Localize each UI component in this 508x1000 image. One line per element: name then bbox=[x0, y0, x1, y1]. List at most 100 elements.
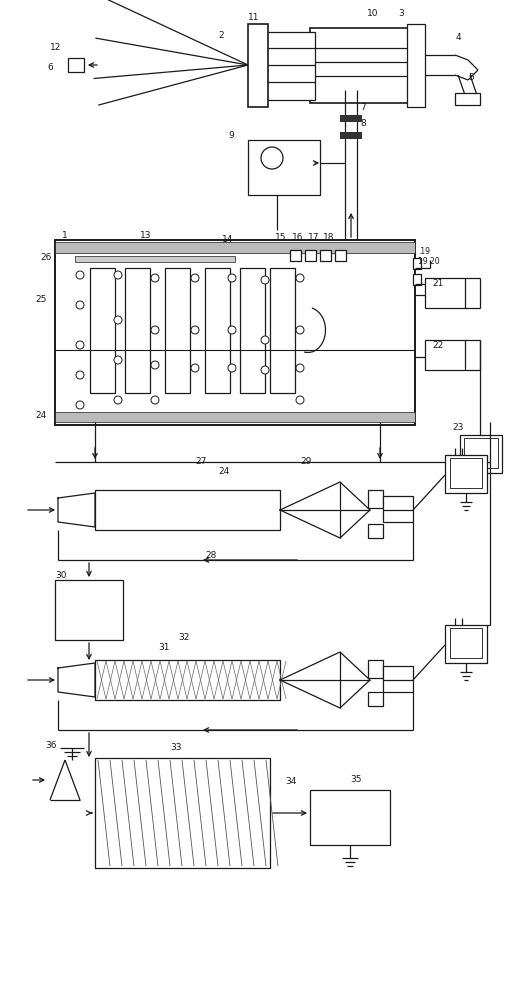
Bar bbox=[248, 24, 268, 107]
Bar bbox=[125, 268, 150, 393]
Text: 8: 8 bbox=[360, 119, 366, 128]
Circle shape bbox=[296, 274, 304, 282]
Text: .19: .19 bbox=[418, 247, 430, 256]
Bar bbox=[95, 490, 280, 530]
Text: 19 20: 19 20 bbox=[418, 257, 439, 266]
Bar bbox=[305, 250, 316, 261]
Circle shape bbox=[261, 276, 269, 284]
Text: 30: 30 bbox=[55, 570, 67, 580]
Bar bbox=[413, 274, 421, 285]
Polygon shape bbox=[280, 652, 370, 708]
Text: 36: 36 bbox=[45, 740, 56, 750]
Text: 17: 17 bbox=[308, 232, 320, 241]
Bar bbox=[368, 524, 383, 538]
Text: 3: 3 bbox=[398, 8, 404, 17]
Bar bbox=[270, 268, 295, 393]
Text: 27: 27 bbox=[195, 458, 206, 466]
Text: 32: 32 bbox=[178, 634, 189, 643]
Text: 18: 18 bbox=[323, 232, 334, 241]
Bar bbox=[265, 32, 315, 100]
Text: 33: 33 bbox=[170, 744, 181, 752]
Text: 28: 28 bbox=[205, 550, 216, 560]
Bar bbox=[368, 490, 383, 508]
Circle shape bbox=[261, 336, 269, 344]
Bar bbox=[165, 268, 190, 393]
Text: 11: 11 bbox=[248, 12, 260, 21]
Text: 23: 23 bbox=[452, 424, 463, 432]
Bar bbox=[240, 268, 265, 393]
Bar bbox=[248, 140, 320, 195]
Text: 24: 24 bbox=[218, 466, 229, 476]
Bar bbox=[445, 625, 487, 663]
Circle shape bbox=[191, 274, 199, 282]
Circle shape bbox=[228, 326, 236, 334]
Text: 2: 2 bbox=[218, 30, 224, 39]
Bar bbox=[425, 278, 465, 308]
Text: 34: 34 bbox=[285, 778, 296, 786]
Circle shape bbox=[76, 271, 84, 279]
Text: 12: 12 bbox=[50, 42, 61, 51]
Bar bbox=[68, 58, 84, 72]
Bar bbox=[335, 250, 346, 261]
Bar bbox=[455, 93, 480, 105]
Bar bbox=[55, 580, 123, 640]
Text: 5: 5 bbox=[468, 74, 474, 83]
Circle shape bbox=[114, 356, 122, 364]
Circle shape bbox=[114, 271, 122, 279]
Bar bbox=[460, 435, 502, 473]
Circle shape bbox=[191, 364, 199, 372]
Bar bbox=[464, 438, 498, 468]
Bar bbox=[383, 666, 413, 692]
Circle shape bbox=[76, 341, 84, 349]
Circle shape bbox=[228, 364, 236, 372]
Bar bbox=[290, 250, 301, 261]
Bar bbox=[55, 412, 415, 422]
Bar bbox=[445, 455, 487, 493]
Text: 6: 6 bbox=[47, 64, 53, 73]
Bar bbox=[55, 240, 415, 425]
Bar bbox=[310, 790, 390, 845]
Bar bbox=[413, 258, 421, 269]
Circle shape bbox=[151, 361, 159, 369]
Text: 9: 9 bbox=[228, 130, 234, 139]
Bar bbox=[383, 496, 413, 522]
Text: 25: 25 bbox=[35, 296, 46, 304]
Circle shape bbox=[261, 147, 283, 169]
Polygon shape bbox=[58, 663, 95, 697]
Text: 22: 22 bbox=[432, 340, 443, 350]
Text: 26: 26 bbox=[40, 253, 51, 262]
Bar bbox=[320, 250, 331, 261]
Text: 1: 1 bbox=[62, 231, 68, 239]
Bar bbox=[450, 458, 482, 488]
Text: 13: 13 bbox=[140, 231, 151, 239]
Circle shape bbox=[76, 371, 84, 379]
Text: 14: 14 bbox=[222, 235, 233, 244]
Circle shape bbox=[296, 326, 304, 334]
Circle shape bbox=[114, 316, 122, 324]
Bar bbox=[425, 340, 465, 370]
Text: 21: 21 bbox=[432, 278, 443, 288]
Text: 29: 29 bbox=[300, 458, 311, 466]
Circle shape bbox=[191, 326, 199, 334]
Text: 4: 4 bbox=[456, 33, 462, 42]
Bar bbox=[75, 256, 235, 262]
Bar bbox=[90, 268, 115, 393]
Circle shape bbox=[151, 396, 159, 404]
Bar bbox=[205, 268, 230, 393]
Bar bbox=[310, 28, 415, 103]
Bar bbox=[340, 115, 362, 122]
Bar bbox=[368, 660, 383, 678]
Bar bbox=[407, 24, 425, 107]
Circle shape bbox=[296, 396, 304, 404]
Circle shape bbox=[261, 366, 269, 374]
Bar bbox=[340, 132, 362, 139]
Text: 15: 15 bbox=[275, 232, 287, 241]
Circle shape bbox=[228, 274, 236, 282]
Circle shape bbox=[151, 274, 159, 282]
Text: 7: 7 bbox=[360, 103, 366, 111]
Text: 10: 10 bbox=[367, 8, 378, 17]
Text: 31: 31 bbox=[158, 644, 170, 652]
Polygon shape bbox=[58, 493, 95, 527]
Text: 35: 35 bbox=[350, 776, 362, 784]
Polygon shape bbox=[280, 482, 370, 538]
